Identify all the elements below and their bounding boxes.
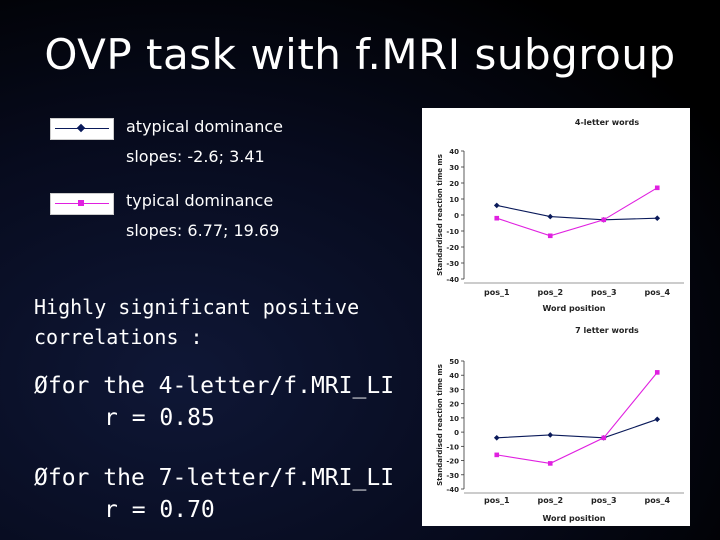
x-tick-label: pos_1 — [484, 496, 510, 505]
y-tick-label: 10 — [449, 196, 459, 204]
y-tick-label: -40 — [446, 276, 459, 284]
legend-diamond-marker-icon — [76, 123, 86, 133]
x-tick-label: pos_2 — [537, 288, 563, 297]
bullet-7-letter-text: for the 7-letter/f.MRI_LI — [47, 465, 395, 491]
y-tick-label: -30 — [446, 472, 459, 480]
x-tick-label: pos_2 — [537, 496, 563, 505]
y-tick-label: -40 — [446, 486, 459, 494]
correlation-heading-line2: correlations : — [34, 325, 203, 349]
bullet-4-letter-text: for the 4-letter/f.MRI_LI — [47, 373, 395, 399]
y-axis-label: Standardised reaction time ms — [436, 154, 444, 276]
bullet-7-letter: Øfor the 7-letter/f.MRI_LI — [34, 463, 394, 493]
data-point — [601, 435, 607, 441]
y-tick-label: 50 — [449, 358, 459, 366]
data-point — [547, 233, 553, 239]
series-line — [496, 372, 658, 464]
bullet-arrow-icon: Ø — [34, 373, 48, 399]
data-point — [493, 434, 500, 441]
legend-label-atypical: atypical dominance — [126, 117, 283, 136]
series-line — [496, 187, 658, 237]
bullet-7-letter-r-value: r = 0.70 — [104, 497, 215, 523]
y-tick-label: -30 — [446, 260, 459, 268]
correlation-heading-line1: Highly significant positive — [34, 295, 360, 319]
data-point — [493, 202, 500, 209]
y-tick-label: 0 — [454, 429, 459, 437]
data-point — [601, 217, 607, 223]
legend-swatch-atypical — [50, 118, 114, 140]
y-tick-label: 10 — [449, 415, 459, 423]
x-axis-label: Word position — [543, 514, 606, 523]
chart-title: 7 letter words — [575, 326, 639, 335]
series-line — [496, 204, 658, 221]
legend-slopes-typical: slopes: 6.77; 19.69 — [126, 221, 280, 240]
y-tick-label: 20 — [449, 401, 459, 409]
chart-panel: 4-letter words Standardised reaction time… — [422, 108, 690, 526]
data-point — [547, 213, 554, 220]
data-point — [494, 215, 500, 221]
x-tick-label: pos_3 — [591, 288, 617, 297]
y-tick-label: 40 — [449, 372, 459, 380]
y-tick-label: -10 — [446, 228, 459, 236]
x-tick-label: pos_3 — [591, 496, 617, 505]
correlation-heading: Highly significant positive correlations… — [34, 292, 359, 352]
legend-slopes-atypical: slopes: -2.6; 3.41 — [126, 147, 265, 166]
series-line — [496, 418, 658, 439]
data-point — [654, 215, 661, 222]
y-tick-label: -20 — [446, 244, 459, 252]
bullet-arrow-icon: Ø — [34, 465, 48, 491]
y-tick-label: 20 — [449, 180, 459, 188]
data-point — [494, 452, 500, 458]
y-axis-label: Standardised reaction time ms — [436, 364, 444, 486]
bullet-4-letter: Øfor the 4-letter/f.MRI_LI — [34, 371, 394, 401]
data-point — [654, 416, 661, 423]
y-tick-label: 30 — [449, 164, 459, 172]
legend-square-marker-icon — [78, 200, 84, 206]
y-tick-label: 30 — [449, 386, 459, 394]
y-tick-label: 0 — [454, 212, 459, 220]
x-tick-label: pos_1 — [484, 288, 510, 297]
x-tick-label: pos_4 — [644, 496, 670, 505]
x-tick-label: pos_4 — [644, 288, 670, 297]
x-axis-label: Word position — [543, 304, 606, 313]
y-tick-label: -10 — [446, 443, 459, 451]
bullet-4-letter-r-value: r = 0.85 — [104, 405, 215, 431]
legend-label-typical: typical dominance — [126, 191, 274, 210]
data-point — [547, 432, 554, 438]
data-point — [547, 461, 553, 466]
slide-title: OVP task with f.MRI subgroup — [44, 30, 676, 79]
legend-swatch-typical — [50, 193, 114, 215]
data-point — [654, 370, 660, 375]
chart-title: 4-letter words — [575, 118, 639, 127]
charts-svg: 4-letter words Standardised reaction time… — [436, 118, 684, 523]
y-tick-label: 40 — [449, 148, 459, 156]
y-tick-label: -20 — [446, 458, 459, 466]
data-point — [654, 185, 660, 191]
